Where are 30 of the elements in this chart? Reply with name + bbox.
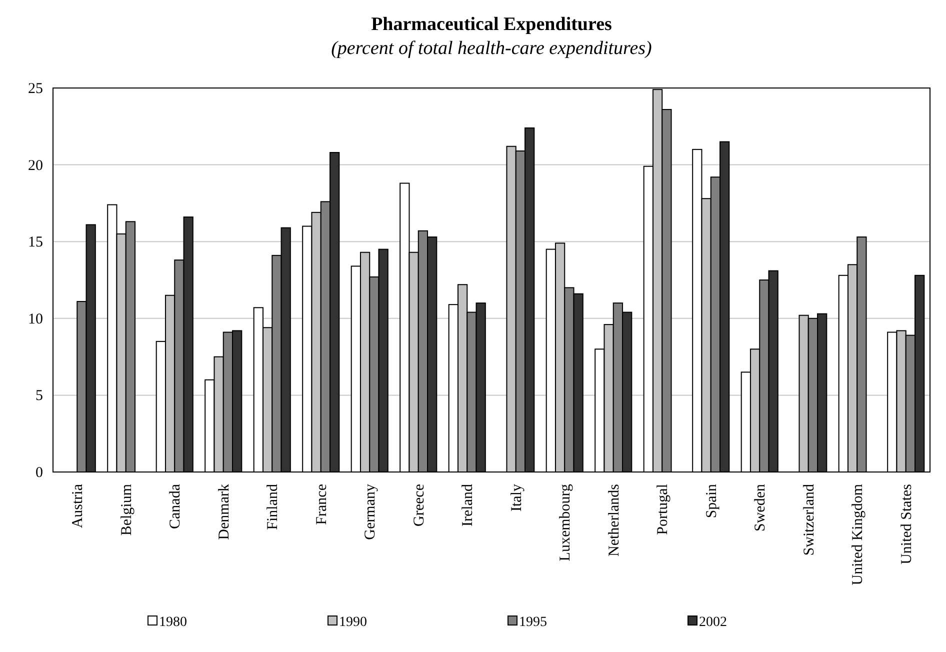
x-tick-label: Ireland [460,484,476,526]
x-tick-label: Germany [362,484,379,540]
y-tick-label: 0 [36,465,43,481]
x-tick-label: Denmark [216,484,232,540]
x-tick-label: Sweden [752,484,769,532]
x-tick-label: Italy [508,484,525,512]
x-tick-label: Finland [265,484,282,530]
x-tick-label: Canada [168,484,184,529]
legend-label: 1995 [519,615,547,630]
x-tick-label: United States [898,484,915,564]
x-tick-label: Austria [70,484,86,528]
legend-label: 1990 [339,615,367,630]
y-tick-label: 20 [28,158,43,174]
y-tick-label: 15 [28,234,43,251]
y-tick-label: 25 [28,81,43,97]
x-tick-label: Greece [411,484,428,526]
x-tick-label: United Kingdom [850,484,866,586]
x-tick-label: Belgium [118,484,135,536]
x-tick-label: Portugal [655,484,672,535]
x-tick-label: Luxembourg [558,484,574,562]
legend-label: 1980 [159,615,187,630]
x-tick-label: France [314,484,330,525]
chart-title: Pharmaceutical Expenditures [371,14,612,35]
x-tick-label: Netherlands [606,484,622,556]
y-tick-label: 10 [28,311,43,328]
x-tick-label: Switzerland [801,484,818,556]
chart-subtitle: (percent of total health-care expenditures) [331,38,652,59]
legend-label: 2002 [699,615,727,630]
y-tick-label: 5 [36,388,43,404]
x-tick-label: Spain [704,484,720,518]
